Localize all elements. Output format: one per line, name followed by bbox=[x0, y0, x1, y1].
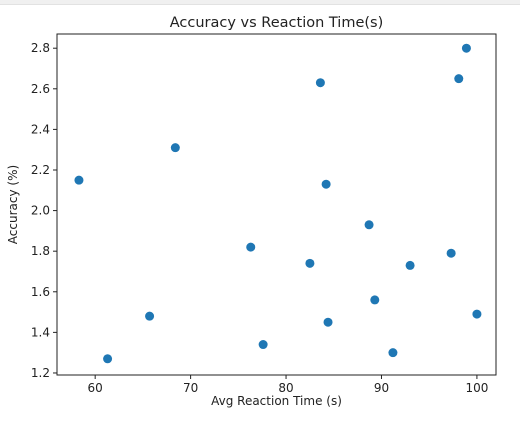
y-tick-label: 2.4 bbox=[31, 122, 50, 136]
scatter-point bbox=[461, 43, 471, 53]
y-tick-label: 1.6 bbox=[31, 285, 50, 299]
x-tick-label: 70 bbox=[183, 381, 198, 395]
x-axis: 60 70 80 90 100 bbox=[88, 375, 488, 395]
y-tick-label: 1.2 bbox=[31, 366, 50, 380]
scatter-point bbox=[323, 317, 333, 327]
scatter-point bbox=[405, 260, 415, 270]
y-axis-label: Accuracy (%) bbox=[6, 165, 20, 244]
scatter-point bbox=[103, 354, 113, 364]
x-axis-label: Avg Reaction Time (s) bbox=[211, 394, 342, 408]
y-tick-label: 2.6 bbox=[31, 82, 50, 96]
y-tick-label: 1.8 bbox=[31, 244, 50, 258]
window-top-strip bbox=[0, 0, 520, 5]
scatter-point bbox=[258, 340, 268, 350]
scatter-point bbox=[454, 74, 464, 84]
scatter-point bbox=[472, 309, 482, 319]
x-tick-label: 100 bbox=[465, 381, 488, 395]
scatter-point bbox=[364, 220, 374, 230]
scatter-point bbox=[305, 258, 315, 268]
scatter-point bbox=[170, 143, 180, 153]
scatter-point bbox=[388, 348, 398, 358]
scatter-point bbox=[145, 311, 155, 321]
x-tick-label: 60 bbox=[88, 381, 103, 395]
scatter-point bbox=[74, 175, 84, 185]
plot-area bbox=[56, 33, 497, 376]
scatter-point bbox=[321, 179, 331, 189]
y-tick-label: 2.8 bbox=[31, 41, 50, 55]
scatter-point bbox=[315, 78, 325, 88]
x-tick-label: 80 bbox=[278, 381, 293, 395]
y-tick-label: 1.4 bbox=[31, 325, 50, 339]
y-tick-label: 2.2 bbox=[31, 163, 50, 177]
y-axis: 1.2 1.4 1.6 1.8 2.0 2.2 2.4 2.6 2.8 bbox=[31, 41, 57, 380]
scatter-point bbox=[370, 295, 380, 305]
data-points bbox=[74, 43, 482, 364]
scatter-point bbox=[446, 248, 456, 258]
chart-title: Accuracy vs Reaction Time(s) bbox=[170, 15, 384, 31]
y-tick-label: 2.0 bbox=[31, 204, 50, 218]
x-tick-label: 90 bbox=[374, 381, 389, 395]
scatter-point bbox=[246, 242, 256, 252]
